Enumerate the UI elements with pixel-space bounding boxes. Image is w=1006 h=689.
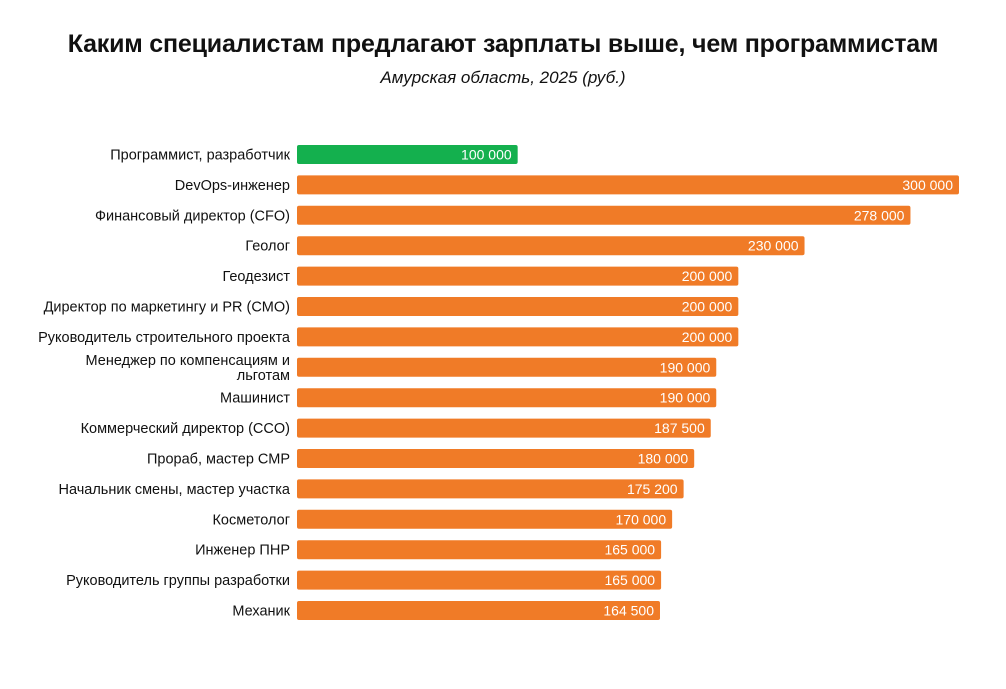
bar-8	[297, 388, 717, 408]
bar-4	[297, 266, 739, 286]
category-label-line: Геолог	[245, 239, 290, 255]
value-label-12: 170 000	[616, 511, 667, 527]
bar-12	[297, 509, 673, 529]
category-label-line: Инженер ПНР	[195, 543, 290, 559]
bar-1	[297, 175, 959, 195]
value-label-4: 200 000	[682, 268, 733, 284]
value-label-6: 200 000	[682, 329, 733, 345]
category-label-4: Геодезист	[222, 269, 290, 285]
category-label-line: Механик	[232, 604, 290, 620]
category-label-12: Косметолог	[212, 512, 290, 528]
value-label-2: 278 000	[854, 207, 905, 223]
bar-2	[297, 205, 911, 225]
category-label-5: Директор по маркетингу и PR (CMO)	[44, 300, 290, 316]
value-label-0: 100 000	[461, 147, 512, 163]
chart-title: Каким специалистам предлагают зарплаты в…	[67, 30, 939, 58]
category-label-line: Директор по маркетингу и PR (CMO)	[44, 300, 290, 316]
value-label-9: 187 500	[654, 420, 705, 436]
bar-9	[297, 418, 711, 438]
category-label-line: льготам	[237, 368, 290, 384]
category-label-13: Инженер ПНР	[195, 543, 290, 559]
category-label-line: Косметолог	[212, 512, 290, 528]
category-label-2: Финансовый директор (CFO)	[95, 208, 290, 224]
value-label-5: 200 000	[682, 299, 733, 315]
category-label-line: Руководитель строительного проекта	[38, 330, 291, 346]
category-label-11: Начальник смены, мастер участка	[58, 482, 290, 498]
bar-15	[297, 601, 660, 620]
category-label-line: Геодезист	[222, 269, 290, 285]
value-label-3: 230 000	[748, 238, 799, 254]
category-label-9: Коммерческий директор (CCO)	[81, 421, 290, 437]
value-label-15: 164 500	[603, 603, 654, 619]
bar-7	[297, 357, 717, 377]
category-label-14: Руководитель группы разработки	[66, 573, 290, 589]
category-label-line: Программист, разработчик	[110, 148, 290, 164]
bar-10	[297, 449, 695, 468]
category-label-6: Руководитель строительного проекта	[38, 330, 291, 346]
category-label-line: DevOps-инженер	[175, 178, 290, 194]
bar-13	[297, 540, 662, 560]
bar-3	[297, 236, 805, 256]
category-label-0: Программист, разработчик	[110, 148, 290, 164]
category-label-1: DevOps-инженер	[175, 178, 290, 194]
value-label-13: 165 000	[604, 542, 655, 558]
category-label-8: Машинист	[220, 391, 290, 407]
value-label-11: 175 200	[627, 481, 678, 497]
value-label-7: 190 000	[660, 359, 711, 375]
value-label-14: 165 000	[604, 572, 655, 588]
category-label-line: Машинист	[220, 391, 290, 407]
value-label-8: 190 000	[660, 390, 711, 406]
chart-subtitle: Амурская область, 2025 (руб.)	[380, 68, 626, 87]
value-label-10: 180 000	[638, 451, 689, 467]
category-label-line: Руководитель группы разработки	[66, 573, 290, 589]
category-label-line: Прораб, мастер СМР	[147, 452, 290, 468]
category-label-7: Менеджер по компенсациям и льготам	[86, 353, 290, 384]
bar-0	[297, 145, 518, 164]
category-label-10: Прораб, мастер СМР	[147, 452, 290, 468]
category-label-3: Геолог	[245, 239, 290, 255]
category-label-line: Коммерческий директор (CCO)	[81, 421, 290, 437]
value-label-1: 300 000	[902, 177, 953, 193]
bar-6	[297, 327, 739, 347]
bar-11	[297, 479, 684, 499]
category-label-15: Механик	[232, 604, 290, 620]
bar-5	[297, 297, 739, 316]
category-label-line: Финансовый директор (CFO)	[95, 208, 290, 224]
bar-14	[297, 570, 662, 590]
category-label-line: Менеджер по компенсациям и	[86, 353, 290, 369]
category-label-line: Начальник смены, мастер участка	[58, 482, 290, 498]
